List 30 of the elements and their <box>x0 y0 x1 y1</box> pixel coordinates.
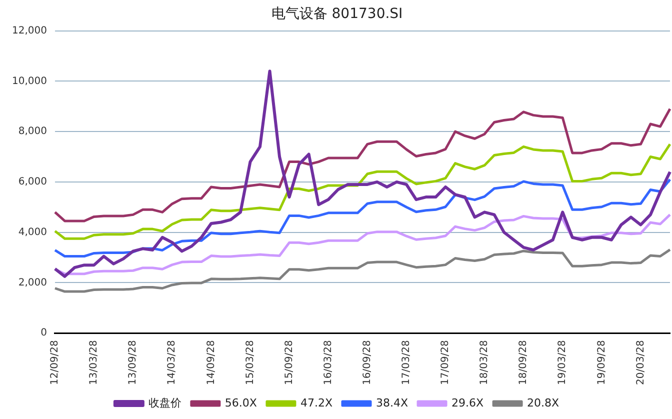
y-tick-label: 8,000 <box>18 126 47 138</box>
chart-title: 电气设备 801730.SI <box>271 6 403 22</box>
x-tick-label: 17/03/28 <box>401 340 412 386</box>
y-tick-label: 2,000 <box>18 277 47 288</box>
x-tick-label: 16/03/28 <box>322 340 334 386</box>
x-tick-label: 16/09/28 <box>362 340 373 386</box>
x-tick-label: 13/03/28 <box>88 340 100 386</box>
legend-label: 收盘价 <box>148 396 182 410</box>
legend-label: 29.6X <box>452 396 484 410</box>
legend-label: 47.2X <box>300 396 333 410</box>
legend-label: 38.4X <box>376 396 408 410</box>
x-tick-label: 15/03/28 <box>244 340 256 386</box>
x-tick-label: 18/09/28 <box>518 340 530 386</box>
x-tick-label: 14/09/28 <box>206 340 217 386</box>
x-tick-label: 20/03/28 <box>635 340 646 386</box>
legend-label: 56.0X <box>224 396 258 410</box>
x-tick-label: 18/03/28 <box>479 340 490 386</box>
x-tick-label: 17/09/28 <box>440 340 452 386</box>
y-tick-label: 10,000 <box>12 76 47 87</box>
x-tick-label: 15/09/28 <box>284 340 295 386</box>
y-tick-label: 4,000 <box>18 226 47 238</box>
x-tick-label: 19/09/28 <box>596 340 608 386</box>
x-tick-label: 13/09/28 <box>128 340 139 386</box>
legend-label: 20.8X <box>527 396 560 410</box>
y-tick-label: 6,000 <box>18 176 47 188</box>
x-tick-label: 19/03/28 <box>557 340 568 386</box>
y-tick-label: 12,000 <box>12 25 47 36</box>
x-tick-label: 14/03/28 <box>166 340 178 386</box>
x-tick-label: 12/09/28 <box>50 340 61 386</box>
y-tick-label: 0 <box>40 328 47 339</box>
